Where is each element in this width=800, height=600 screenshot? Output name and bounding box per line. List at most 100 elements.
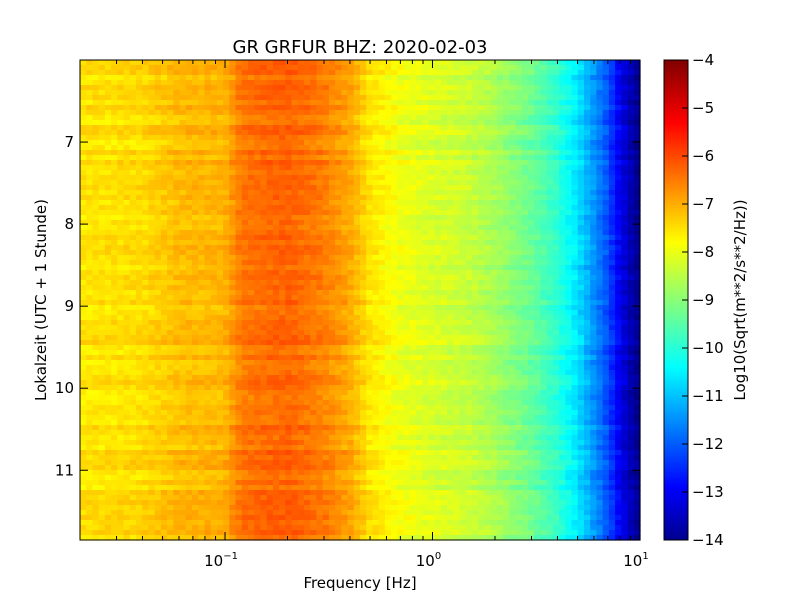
heatmap-cell — [142, 510, 150, 516]
heatmap-cell — [98, 465, 106, 471]
heatmap-cell — [173, 165, 181, 171]
heatmap-cell — [142, 135, 150, 141]
heatmap-cell — [167, 265, 174, 271]
heatmap-cell — [92, 185, 100, 191]
heatmap-cell — [341, 525, 349, 531]
heatmap-cell — [86, 180, 94, 186]
heatmap-cell — [322, 95, 330, 101]
heatmap-cell — [185, 310, 193, 316]
heatmap-cell — [86, 225, 94, 231]
heatmap-cell — [216, 330, 224, 336]
heatmap-cell — [272, 185, 280, 191]
heatmap-cell — [291, 135, 299, 141]
heatmap-cell — [111, 335, 118, 341]
heatmap-cell — [248, 175, 255, 181]
heatmap-cell — [223, 450, 230, 456]
heatmap-cell — [397, 375, 405, 381]
heatmap-cell — [173, 365, 181, 371]
heatmap-cell — [248, 445, 255, 451]
heatmap-cell — [210, 185, 218, 191]
heatmap-cell — [397, 205, 405, 211]
heatmap-cell — [216, 100, 224, 106]
heatmap-cell — [254, 250, 262, 256]
heatmap-cell — [384, 65, 392, 71]
heatmap-cell — [347, 180, 355, 186]
heatmap-cell — [223, 275, 230, 281]
heatmap-cell — [297, 530, 305, 536]
heatmap-cell — [148, 185, 156, 191]
heatmap-cell — [248, 515, 255, 521]
heatmap-cell — [160, 350, 168, 356]
heatmap-cell — [403, 60, 411, 66]
heatmap-cell — [403, 80, 411, 86]
heatmap-cell — [347, 335, 355, 341]
heatmap-cell — [304, 375, 311, 381]
heatmap-cell — [397, 460, 405, 466]
heatmap-cell — [316, 65, 324, 71]
heatmap-cell — [86, 345, 94, 351]
heatmap-cell — [173, 150, 181, 156]
heatmap-cell — [279, 415, 286, 421]
heatmap-cell — [179, 255, 187, 261]
heatmap-cell — [341, 325, 349, 331]
heatmap-cell — [142, 485, 150, 491]
heatmap-cell — [173, 195, 181, 201]
heatmap-cell — [92, 405, 100, 411]
heatmap-cell — [229, 255, 237, 261]
heatmap-cell — [285, 145, 293, 151]
heatmap-cell — [129, 510, 137, 516]
heatmap-cell — [80, 190, 87, 196]
heatmap-cell — [204, 195, 212, 201]
heatmap-cell — [254, 520, 262, 526]
heatmap-cell — [98, 175, 106, 181]
heatmap-cell — [129, 435, 137, 441]
heatmap-cell — [322, 90, 330, 96]
heatmap-cell — [366, 240, 374, 246]
heatmap-cell — [154, 290, 162, 296]
heatmap-cell — [235, 285, 243, 291]
heatmap-cell — [248, 400, 255, 406]
heatmap-cell — [291, 155, 299, 161]
heatmap-cell — [366, 85, 374, 91]
heatmap-cell — [129, 240, 137, 246]
heatmap-cell — [347, 535, 355, 541]
heatmap-cell — [378, 330, 386, 336]
heatmap-cell — [148, 445, 156, 451]
heatmap-cell — [216, 160, 224, 166]
heatmap-cell — [291, 495, 299, 501]
heatmap-cell — [304, 70, 311, 76]
heatmap-cell — [223, 190, 230, 196]
heatmap-cell — [104, 335, 112, 341]
heatmap-cell — [229, 510, 237, 516]
heatmap-cell — [123, 390, 131, 396]
heatmap-cell — [316, 360, 324, 366]
heatmap-cell — [179, 290, 187, 296]
heatmap-cell — [80, 65, 87, 71]
heatmap-cell — [98, 380, 106, 386]
heatmap-cell — [291, 200, 299, 206]
heatmap-cell — [204, 260, 212, 266]
heatmap-cell — [248, 215, 255, 221]
heatmap-cell — [117, 345, 125, 351]
heatmap-cell — [142, 120, 150, 126]
heatmap-cell — [360, 215, 367, 221]
heatmap-cell — [204, 90, 212, 96]
heatmap-cell — [335, 315, 342, 321]
heatmap-cell — [80, 475, 87, 481]
heatmap-cell — [173, 265, 181, 271]
heatmap-cell — [98, 110, 106, 116]
heatmap-cell — [173, 270, 181, 276]
heatmap-cell — [148, 450, 156, 456]
heatmap-cell — [216, 140, 224, 146]
heatmap-cell — [92, 320, 100, 326]
heatmap-cell — [378, 290, 386, 296]
heatmap-cell — [92, 65, 100, 71]
heatmap-cell — [198, 465, 206, 471]
heatmap-cell — [360, 95, 367, 101]
heatmap-cell — [372, 485, 380, 491]
heatmap-cell — [310, 75, 318, 81]
heatmap-cell — [235, 150, 243, 156]
heatmap-cell — [378, 340, 386, 346]
heatmap-cell — [216, 375, 224, 381]
heatmap-cell — [210, 430, 218, 436]
